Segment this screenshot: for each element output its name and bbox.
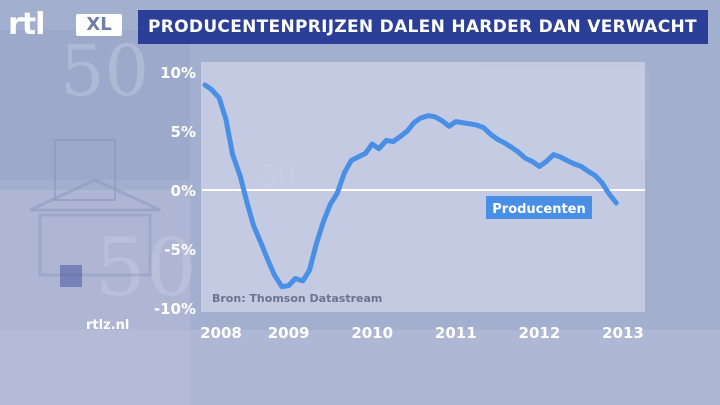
x-tick-label: 2013 (602, 324, 644, 342)
x-tick-label: 2008 (200, 324, 242, 342)
svg-text:50: 50 (95, 221, 197, 314)
series-label-producenten: Producenten (492, 202, 586, 217)
series-label-box (486, 196, 592, 219)
rtlxl-logo: rtl XL (8, 8, 128, 42)
source-note: Bron: Thomson Datastream (212, 292, 382, 305)
series-line-producenten (202, 82, 619, 290)
chart-title: PRODUCENTENPRIJZEN DALEN HARDER DAN VERW… (148, 17, 697, 37)
x-tick-label: 2009 (268, 324, 310, 342)
svg-text:50: 50 (60, 30, 149, 112)
y-tick-label: 5% (171, 123, 196, 141)
logo-xl-text: XL (76, 14, 122, 36)
y-tick-label: -10% (154, 300, 196, 318)
site-url: rtlz.nl (86, 318, 130, 333)
y-tick-label: -5% (164, 241, 196, 259)
y-tick-label: 0% (171, 182, 196, 200)
x-tick-label: 2011 (435, 324, 477, 342)
x-tick-label: 2012 (519, 324, 561, 342)
y-tick-label: 10% (160, 64, 196, 82)
title-bar: PRODUCENTENPRIJZEN DALEN HARDER DAN VERW… (138, 10, 708, 44)
logo-rtl-text: rtl (8, 7, 45, 42)
x-tick-label: 2010 (351, 324, 393, 342)
